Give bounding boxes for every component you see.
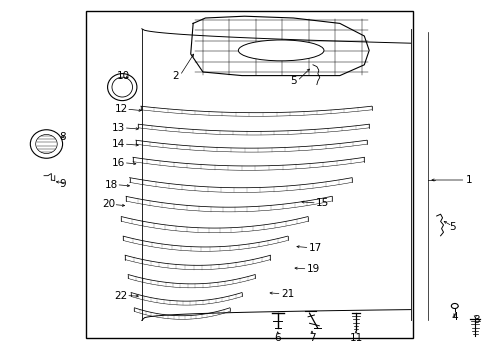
Text: 19: 19 [306,264,320,274]
Ellipse shape [238,40,323,61]
Ellipse shape [36,135,57,153]
Text: 6: 6 [274,333,281,343]
Text: 22: 22 [114,291,128,301]
Text: 5: 5 [289,76,296,86]
Text: 12: 12 [114,104,128,114]
Text: 14: 14 [112,139,125,149]
Text: 3: 3 [472,315,479,325]
Text: 5: 5 [448,222,455,232]
Text: 18: 18 [104,180,118,190]
Text: 11: 11 [348,333,362,343]
Text: 9: 9 [59,179,66,189]
Text: 20: 20 [102,199,115,210]
Text: 2: 2 [172,71,179,81]
Bar [85,11,412,338]
Ellipse shape [112,77,132,97]
Text: 16: 16 [112,158,125,168]
Text: 10: 10 [117,71,129,81]
Text: 8: 8 [59,132,66,142]
Text: 17: 17 [308,243,322,253]
Ellipse shape [107,74,137,100]
Text: 21: 21 [280,289,294,299]
Text: 7: 7 [308,333,315,343]
Text: 15: 15 [315,198,329,208]
Text: 4: 4 [450,312,457,322]
Ellipse shape [450,303,457,309]
Text: 13: 13 [112,123,125,133]
Ellipse shape [30,130,62,158]
Text: 1: 1 [465,175,472,185]
